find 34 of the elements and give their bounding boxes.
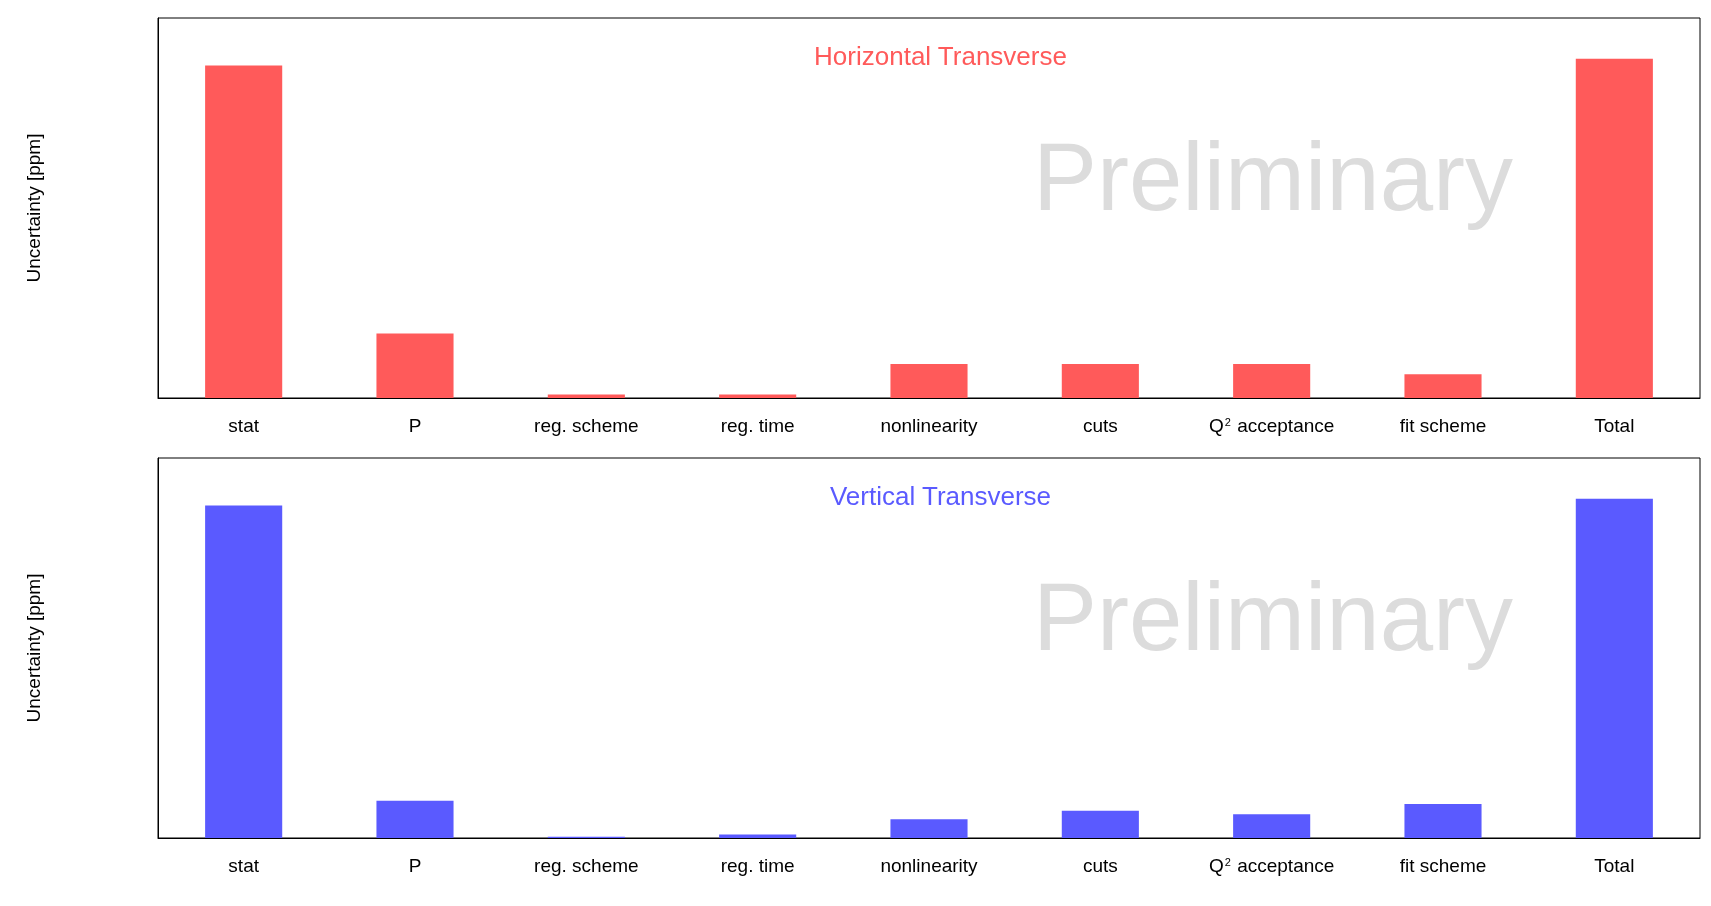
- x-tick-label: reg. scheme: [534, 415, 639, 436]
- y-axis-title: Uncertainty [ppm]: [23, 573, 44, 723]
- bar: [1575, 498, 1653, 838]
- x-tick-label: stat: [228, 855, 260, 876]
- x-tick-label: P: [408, 415, 422, 436]
- x-tick-label: nonlinearity: [880, 855, 979, 876]
- x-tick-label: Total: [1594, 415, 1635, 436]
- y-axis-title: Uncertainty [ppm]: [23, 133, 44, 283]
- x-tick-label: cuts: [1082, 855, 1118, 876]
- bar: [205, 505, 283, 838]
- x-tick-label: reg. scheme: [534, 855, 639, 876]
- bar: [205, 65, 283, 398]
- bar: [890, 819, 968, 838]
- x-tick-label: P: [408, 855, 422, 876]
- x-tick-label: stat: [228, 415, 260, 436]
- x-tick-label: Total: [1594, 855, 1635, 876]
- x-tick-label: fit scheme: [1399, 415, 1487, 436]
- bar: [1404, 374, 1482, 398]
- bar: [1404, 804, 1482, 838]
- bar: [1061, 364, 1139, 398]
- x-tick-label: fit scheme: [1399, 855, 1487, 876]
- x-tick-label: cuts: [1082, 415, 1118, 436]
- x-tick-label: reg. time: [720, 855, 795, 876]
- bar: [1575, 58, 1653, 398]
- chart-title: Vertical Transverse: [829, 481, 1052, 511]
- bar: [1233, 814, 1311, 838]
- x-tick-label: nonlinearity: [880, 415, 979, 436]
- bar: [1061, 810, 1139, 838]
- x-tick-label: reg. time: [720, 415, 795, 436]
- bar: [376, 333, 454, 398]
- bar: [376, 800, 454, 838]
- bar: [1233, 364, 1311, 398]
- bar: [890, 364, 968, 398]
- chart-title: Horizontal Transverse: [814, 41, 1067, 71]
